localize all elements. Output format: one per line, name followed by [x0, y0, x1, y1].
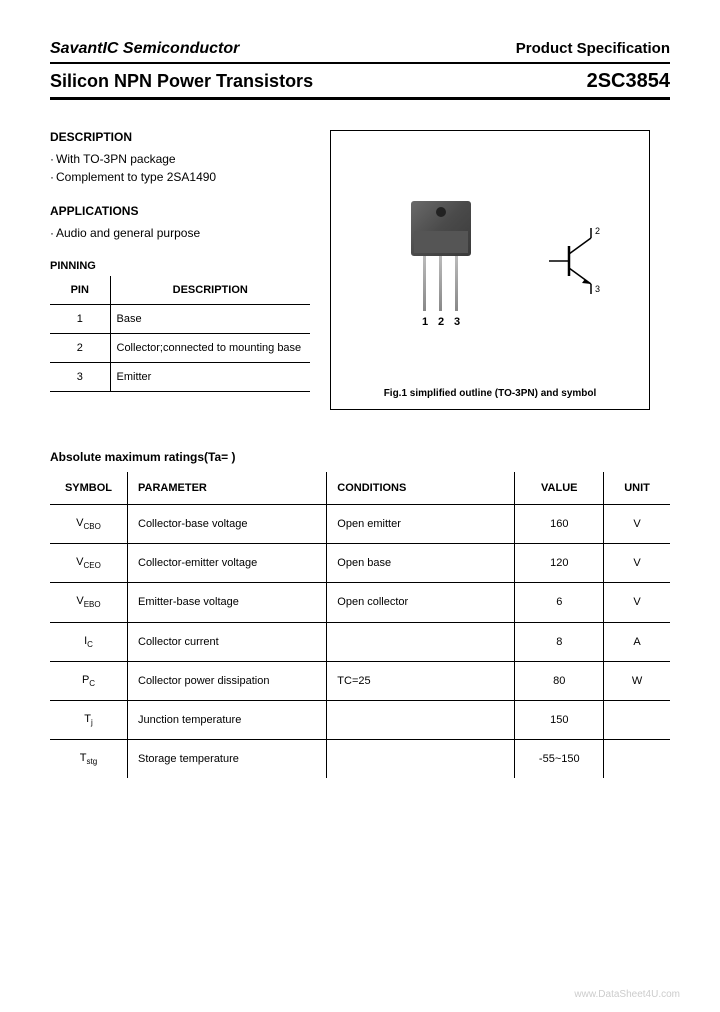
pin-label-1: 1 — [419, 316, 431, 328]
component-drawing: 1 2 3 — [411, 201, 471, 256]
rating-unit: W — [604, 661, 670, 700]
rating-value: 160 — [515, 505, 604, 544]
component-body — [411, 201, 471, 256]
pin-description: Collector;connected to mounting base — [110, 334, 310, 363]
rating-symbol: VCBO — [50, 505, 128, 544]
upper-content-row: DESCRIPTION With TO-3PN package Compleme… — [50, 130, 670, 410]
rating-parameter: Collector power dissipation — [128, 661, 327, 700]
rating-conditions — [327, 700, 515, 739]
rating-symbol: PC — [50, 661, 128, 700]
pin-label-3: 3 — [451, 316, 463, 328]
ratings-table: SYMBOL PARAMETER CONDITIONS VALUE UNIT V… — [50, 472, 670, 778]
rating-value: 120 — [515, 544, 604, 583]
description-item: Complement to type 2SA1490 — [50, 168, 310, 186]
rating-unit: A — [604, 622, 670, 661]
ratings-heading: Absolute maximum ratings(Ta= ) — [50, 450, 670, 464]
rating-parameter: Collector-base voltage — [128, 505, 327, 544]
ratings-row: VEBO Emitter-base voltage Open collector… — [50, 583, 670, 622]
figure-box: 1 2 3 1 2 3 Fig.1 simplified o — [330, 130, 650, 410]
rating-value: 8 — [515, 622, 604, 661]
ratings-header-value: VALUE — [515, 472, 604, 505]
ratings-row: VCBO Collector-base voltage Open emitter… — [50, 505, 670, 544]
ratings-header-symbol: SYMBOL — [50, 472, 128, 505]
left-text-column: DESCRIPTION With TO-3PN package Compleme… — [50, 130, 310, 410]
ratings-row: VCEO Collector-emitter voltage Open base… — [50, 544, 670, 583]
ratings-row: Tstg Storage temperature -55~150 — [50, 740, 670, 779]
rating-parameter: Emitter-base voltage — [128, 583, 327, 622]
rating-conditions — [327, 740, 515, 779]
rating-value: -55~150 — [515, 740, 604, 779]
watermark-text: www.DataSheet4U.com — [574, 989, 680, 1000]
rating-unit: V — [604, 544, 670, 583]
applications-list: Audio and general purpose — [50, 224, 310, 242]
description-list: With TO-3PN package Complement to type 2… — [50, 150, 310, 186]
part-number: 2SC3854 — [587, 70, 670, 93]
rating-value: 80 — [515, 661, 604, 700]
page-sub-header: Silicon NPN Power Transistors 2SC3854 — [50, 70, 670, 100]
rating-parameter: Collector current — [128, 622, 327, 661]
rating-parameter: Storage temperature — [128, 740, 327, 779]
ratings-row: Tj Junction temperature 150 — [50, 700, 670, 739]
pin-description: Base — [110, 305, 310, 334]
rating-symbol: VEBO — [50, 583, 128, 622]
lead-2 — [439, 256, 442, 311]
rating-value: 150 — [515, 700, 604, 739]
page-top-header: SavantIC Semiconductor Product Specifica… — [50, 40, 670, 64]
lead-3 — [455, 256, 458, 311]
rating-conditions: Open collector — [327, 583, 515, 622]
rating-unit — [604, 740, 670, 779]
product-category: Silicon NPN Power Transistors — [50, 71, 313, 92]
rating-conditions: Open emitter — [327, 505, 515, 544]
pin-description: Emitter — [110, 363, 310, 392]
lead-1 — [423, 256, 426, 311]
figure-column: 1 2 3 1 2 3 Fig.1 simplified o — [330, 130, 670, 410]
ratings-row: IC Collector current 8 A — [50, 622, 670, 661]
rating-conditions: TC=25 — [327, 661, 515, 700]
description-heading: DESCRIPTION — [50, 130, 310, 144]
pin-number: 3 — [50, 363, 110, 392]
rating-unit: V — [604, 505, 670, 544]
description-item: With TO-3PN package — [50, 150, 310, 168]
pin-label-2: 2 — [435, 316, 447, 328]
rating-symbol: VCEO — [50, 544, 128, 583]
pinning-row: 2 Collector;connected to mounting base — [50, 334, 310, 363]
rating-conditions — [327, 622, 515, 661]
rating-symbol: Tj — [50, 700, 128, 739]
pinning-header-pin: PIN — [50, 276, 110, 305]
transistor-symbol-icon: 1 2 3 — [549, 226, 609, 296]
rating-parameter: Collector-emitter voltage — [128, 544, 327, 583]
rating-unit — [604, 700, 670, 739]
applications-heading: APPLICATIONS — [50, 204, 310, 218]
pinning-table: PIN DESCRIPTION 1 Base2 Collector;connec… — [50, 276, 310, 392]
pin-number: 1 — [50, 305, 110, 334]
pinning-row: 1 Base — [50, 305, 310, 334]
rating-conditions: Open base — [327, 544, 515, 583]
pinning-row: 3 Emitter — [50, 363, 310, 392]
pin-number: 2 — [50, 334, 110, 363]
company-name: SavantIC Semiconductor — [50, 40, 239, 58]
ratings-header-conditions: CONDITIONS — [327, 472, 515, 505]
rating-unit: V — [604, 583, 670, 622]
applications-item: Audio and general purpose — [50, 224, 310, 242]
ratings-header-parameter: PARAMETER — [128, 472, 327, 505]
symbol-label-emitter: 3 — [595, 284, 600, 294]
figure-caption: Fig.1 simplified outline (TO-3PN) and sy… — [331, 388, 649, 399]
pinning-heading: PINNING — [50, 260, 310, 272]
ratings-header-unit: UNIT — [604, 472, 670, 505]
rating-value: 6 — [515, 583, 604, 622]
symbol-label-collector: 2 — [595, 226, 600, 236]
doc-type: Product Specification — [516, 40, 670, 57]
rating-parameter: Junction temperature — [128, 700, 327, 739]
rating-symbol: Tstg — [50, 740, 128, 779]
component-front — [414, 231, 468, 253]
ratings-row: PC Collector power dissipation TC=25 80 … — [50, 661, 670, 700]
pinning-header-desc: DESCRIPTION — [110, 276, 310, 305]
rating-symbol: IC — [50, 622, 128, 661]
mounting-hole-icon — [436, 207, 446, 217]
